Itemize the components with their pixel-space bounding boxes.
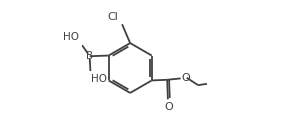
Text: B: B (86, 51, 93, 61)
Text: HO: HO (91, 74, 107, 84)
Text: Cl: Cl (108, 12, 119, 22)
Text: O: O (164, 102, 173, 112)
Text: HO: HO (63, 32, 79, 42)
Text: O: O (182, 73, 190, 83)
